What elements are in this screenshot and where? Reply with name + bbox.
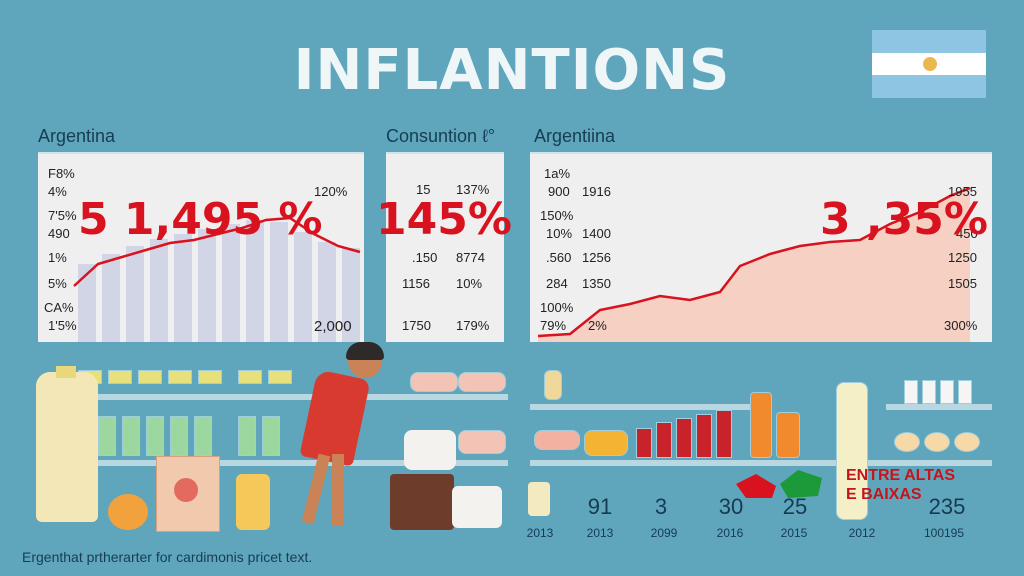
p3-label: 79% [540,318,567,333]
bottom-year: 100195 [923,526,965,540]
small-jar-icon [528,482,550,516]
p3-right: 450 [956,226,978,241]
panel-3-area [537,186,971,342]
brand-text-line2: E BAIXAS [846,486,922,503]
caption: Ergenthat prtherarter for cardimonis pri… [22,549,313,565]
panel-1-chart: F8% 4% 7'5% 490 1% 5% CA% 1'5% 120% 2,00… [38,152,364,342]
p1-label: 5% [48,276,67,291]
p2-cell: 179% [456,318,490,333]
panel-3-chart: 1a% 900 150% 10% .560 284 100% 79% 1916 … [530,152,992,342]
panel-3-big-value: 3 ,35% [820,194,988,245]
jar-icon [236,474,270,530]
p3-right: 300% [944,318,978,333]
p3-mid: 1400 [582,226,611,241]
bottom-year: 2099 [650,526,678,540]
bottom-year: 2012 [848,526,876,540]
panel-1-big-value: 5 1,495 % [78,194,323,245]
bottle-cap-icon [56,366,76,378]
p3-mid: 1350 [582,276,611,291]
bottom-value: 25 [782,494,808,519]
p3-right: 1505 [948,276,977,291]
shopper-figure [299,342,390,534]
page-title: INFLANTIONS [293,38,731,103]
p1-label: CA% [44,300,74,315]
shelf-right-illustration [530,352,992,520]
p3-label: 284 [546,276,568,291]
panel-2-table: 15 137% .150 8774 1156 10% 1750 179% 145… [376,152,512,342]
panel-2-label: Consuntion ℓ° [386,126,496,146]
p3-label: 10% [546,226,573,241]
oil-bottle-icon [36,372,98,522]
bottom-value: 3 [654,494,668,519]
bottom-value: 30 [718,494,744,519]
p2-cell: 137% [456,182,490,197]
p3-right: 1955 [948,184,977,199]
p1-label: 7'5% [48,208,77,223]
towels-icon [404,430,456,470]
p3-label: 900 [548,184,570,199]
bottom-value: 91 [587,494,613,519]
p2-cell: 15 [416,182,431,197]
bottom-year: 2013 [586,526,614,540]
bottom-year: 2015 [780,526,808,540]
p3-mid: 2% [588,318,607,333]
p3-mid: 1916 [582,184,611,199]
p1-label: 4% [48,184,67,199]
bottom-year: 2013 [526,526,554,540]
bottom-year: 2016 [716,526,744,540]
bull-bear-logo-icon [736,470,822,498]
p2-cell: 10% [456,276,483,291]
bottom-value: 235 [928,494,966,519]
p2-cell: 8774 [456,250,485,265]
p1-label: 490 [48,226,70,241]
panel-1-area [73,216,361,342]
shopping-bag-icon [390,474,454,530]
pumpkin-icon [108,494,148,530]
panel-3-label: Argentiina [534,126,616,146]
p2-cell: 1156 [402,276,430,291]
p1-right-label: 2,000 [314,318,352,335]
p3-label: 1a% [544,166,571,181]
towels-icon [452,486,502,528]
p1-label: 1% [48,250,67,265]
p1-label: F8% [48,166,75,181]
p3-label: 100% [540,300,574,315]
p1-label: 1'5% [48,318,77,333]
argentina-flag-icon [872,30,986,98]
panel-2-big-value: 145% [376,194,512,245]
p2-cell: .150 [412,250,438,265]
brand-text-line1: ENTRE ALTAS [846,467,956,484]
p3-right: 1250 [948,250,977,265]
p3-label: 150% [540,208,574,223]
p2-cell: 1750 [402,318,431,333]
p1-right-label: 120% [314,184,348,199]
label-icon [174,478,198,502]
panel-1-label: Argentina [38,126,116,146]
p3-label: .560 [546,250,572,265]
p3-mid: 1256 [582,250,611,265]
